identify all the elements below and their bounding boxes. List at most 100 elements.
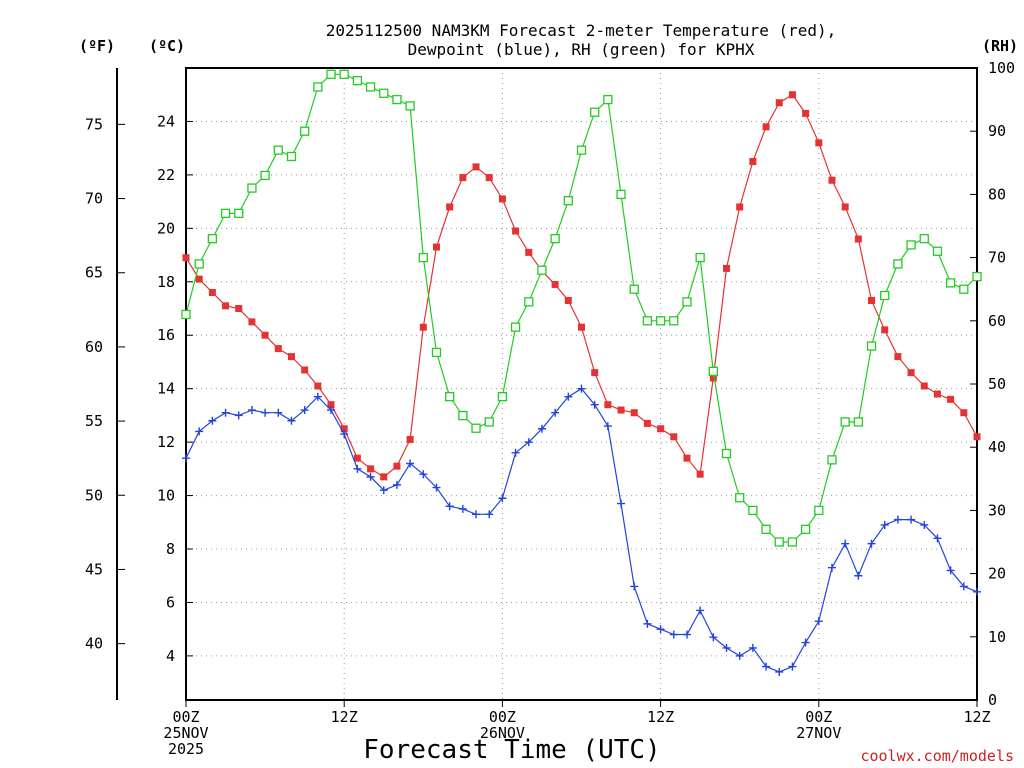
rh-point (299, 126, 310, 136)
rh-unit-label: (RH) (982, 37, 1018, 55)
rh-point (563, 196, 573, 206)
dewpoint-point (827, 563, 836, 572)
2-meter-temperature-point (419, 323, 427, 331)
rh-point (379, 88, 389, 98)
dewpoint-point (682, 630, 691, 639)
celsius-tick-label: 6 (166, 593, 175, 611)
dewpoint-point (643, 619, 652, 628)
rh-point (682, 297, 692, 307)
fahrenheit-unit-label: (ºF) (79, 37, 115, 55)
2-meter-temperature-point (683, 454, 691, 462)
2-meter-temperature-point (446, 203, 454, 211)
2-meter-temperature-point (828, 176, 836, 184)
celsius-tick-label: 4 (166, 647, 175, 665)
2-meter-temperature-point (960, 409, 968, 417)
2-meter-temperature-point (287, 353, 295, 361)
rh-point (603, 94, 613, 105)
2-meter-temperature-series (182, 91, 981, 481)
rh-point (945, 278, 956, 288)
2-meter-temperature-point (274, 345, 282, 353)
x-tick-label: 12Z (331, 708, 358, 726)
dewpoint-point (551, 408, 560, 417)
rh-point (774, 537, 784, 547)
dewpoint-point (366, 472, 375, 481)
fahrenheit-tick-label: 65 (85, 264, 103, 282)
rh-point (365, 82, 376, 92)
celsius-tick-label: 12 (157, 433, 175, 451)
dewpoint-point (234, 411, 243, 420)
dewpoint-point (709, 633, 718, 642)
celsius-tick-label: 8 (166, 540, 175, 558)
rh-point (866, 341, 877, 351)
dewpoint-point (274, 408, 283, 417)
rh-point (273, 145, 283, 155)
2-meter-temperature-point (512, 227, 520, 235)
dewpoint-point (458, 504, 467, 513)
2-meter-temperature-point (578, 323, 585, 331)
fahrenheit-tick-label: 45 (85, 560, 103, 578)
dewpoint-point (419, 470, 428, 479)
rh-tick-label: 70 (988, 249, 1006, 267)
rh-point (748, 505, 758, 516)
chart-title-line-1: 2025112500 NAM3KM Forecast 2-meter Tempe… (326, 21, 837, 40)
rh-tick-label: 80 (988, 185, 1006, 203)
2-meter-temperature-point (920, 382, 928, 390)
rh-point (721, 448, 732, 459)
2-meter-temperature-point (353, 454, 361, 462)
dewpoint-point (406, 459, 415, 468)
2-meter-temperature-point (604, 401, 612, 409)
x-tick-label: 12Z (647, 708, 674, 726)
rh-point (497, 391, 508, 402)
2-meter-temperature-point (340, 425, 348, 433)
dewpoint-point (656, 625, 665, 634)
rh-point (893, 259, 903, 269)
2-meter-temperature-point (841, 203, 849, 211)
2-meter-temperature-point (472, 163, 480, 171)
x-tick-label: 00Z (805, 708, 832, 726)
2-meter-temperature-point (947, 395, 955, 403)
x-axis-title: Forecast Time (UTC) (363, 735, 660, 765)
x-tick-label: 00Z (489, 708, 516, 726)
rh-point (405, 101, 415, 111)
celsius-tick-label: 24 (157, 112, 175, 130)
2-meter-temperature-point (327, 401, 335, 409)
rh-point (339, 69, 349, 79)
2-meter-temperature-point (459, 174, 467, 182)
rh-point (484, 417, 494, 427)
2-meter-temperature-point (868, 296, 876, 304)
2-meter-temperature-point (815, 139, 823, 147)
rh-point (787, 537, 798, 547)
rh-point (234, 208, 244, 219)
dewpoint-point (973, 587, 981, 596)
2-meter-temperature-point (643, 419, 651, 427)
rh-point (642, 316, 653, 326)
dewpoint-point (696, 606, 705, 615)
2-meter-temperature-point (775, 99, 783, 107)
rh-point (471, 423, 481, 433)
dewpoint-point (893, 515, 902, 524)
2-meter-temperature-point (380, 473, 388, 481)
2-meter-temperature-point (696, 470, 704, 478)
2-meter-temperature-point (749, 158, 757, 166)
rh-point (814, 505, 824, 516)
dewpoint-point (959, 582, 968, 591)
dewpoint-point (762, 662, 771, 671)
rh-point (906, 240, 916, 250)
dewpoint-point (630, 582, 639, 591)
2-meter-temperature-point (393, 462, 401, 470)
rh-point (800, 524, 811, 535)
dewpoint-point (261, 408, 270, 417)
rh-point (655, 316, 666, 326)
2-meter-temperature-point (591, 369, 599, 377)
dewpoint-point (564, 392, 573, 401)
2-meter-temperature-point (788, 91, 796, 99)
dewpoint-point (432, 483, 441, 492)
2-meter-temperature-point (670, 433, 678, 441)
2-meter-temperature-point (933, 390, 941, 398)
dewpoint-point (722, 643, 731, 652)
rh-point (418, 252, 428, 263)
rh-point (616, 189, 626, 200)
dewpoint-point (182, 454, 190, 463)
dewpoint-point (590, 400, 599, 409)
